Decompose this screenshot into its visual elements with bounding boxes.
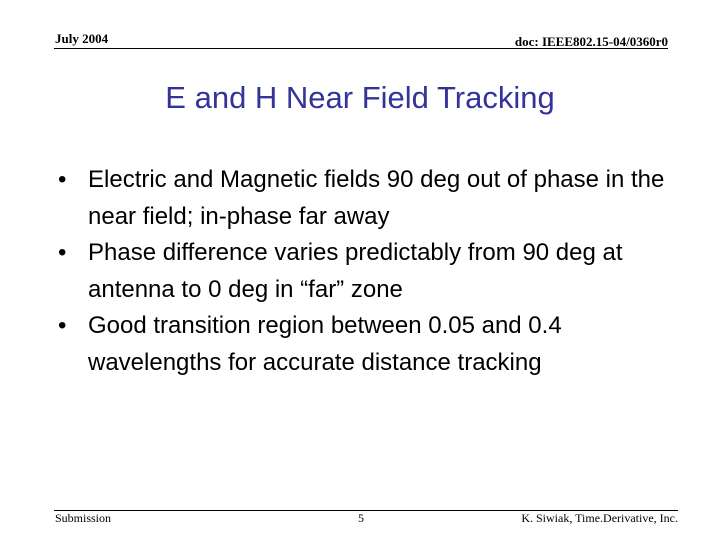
slide-title: E and H Near Field Tracking [165,80,555,115]
header-date: July 2004 [55,31,109,46]
footer-rule [54,510,678,511]
bullet-icon: • [58,312,67,339]
bullet-item: • Good transition region between 0.05 an… [58,308,668,381]
bullet-text: Good transition region between 0.05 and … [88,312,562,376]
header-rule [54,48,668,49]
bullet-item: • Electric and Magnetic fields 90 deg ou… [58,162,668,235]
bullet-list: • Electric and Magnetic fields 90 deg ou… [58,162,668,381]
footer-author: K. Siwiak, Time.Derivative, Inc. [521,511,678,525]
bullet-text: Phase difference varies predictably from… [88,239,623,303]
header-doc-id: doc: IEEE802.15-04/0360r0 [514,34,668,49]
bullet-icon: • [58,239,67,266]
footer-page-number: 5 [358,511,364,525]
bullet-text: Electric and Magnetic fields 90 deg out … [88,166,665,230]
footer-submission: Submission [55,511,112,525]
bullet-icon: • [58,166,67,193]
bullet-item: • Phase difference varies predictably fr… [58,235,668,308]
